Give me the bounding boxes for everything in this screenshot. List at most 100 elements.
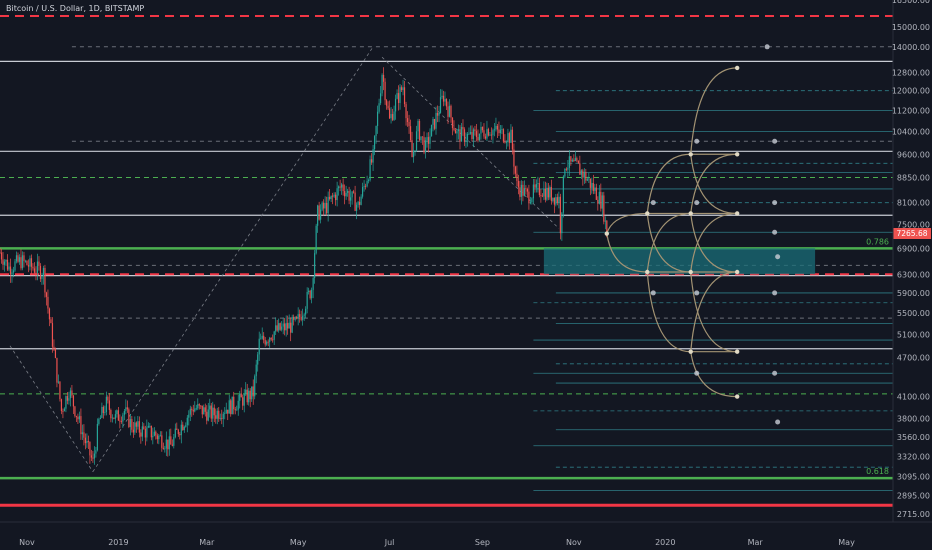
price-axis: 16500.00 15000.00 14000.00 12800.00 12000.00… (892, 0, 930, 522)
candle-body (463, 129, 466, 142)
price-tick-label: 5500.00 (897, 309, 930, 318)
candle-body (191, 408, 193, 411)
candle-body (42, 267, 45, 277)
candle-body (558, 196, 560, 203)
candle-body (122, 414, 124, 422)
candle-body (435, 112, 437, 129)
price-tick-label: 2895.00 (897, 492, 930, 501)
candle-body (364, 185, 367, 187)
candle-body (263, 335, 265, 341)
fib-label: 0.618 (866, 467, 889, 476)
info-marker (694, 200, 700, 206)
candle-body (552, 197, 554, 201)
candle-body (27, 265, 30, 267)
candle-body (153, 431, 155, 436)
candle-body (477, 137, 479, 141)
candle-body (457, 129, 460, 132)
candle-body (164, 448, 166, 450)
candle-body (18, 257, 21, 262)
candle-body (99, 417, 101, 420)
candle-body (363, 185, 365, 187)
candle-body (580, 170, 582, 175)
candle-body (182, 424, 184, 431)
candle-body (391, 114, 394, 120)
candle-body (345, 192, 347, 197)
candle-body (347, 191, 349, 193)
price-tick-label: 4100.00 (897, 393, 930, 402)
candle-body (564, 168, 566, 177)
projection-node (688, 269, 693, 275)
candle-body (472, 129, 475, 140)
candle-body (48, 308, 51, 320)
candle-body (538, 183, 540, 196)
candle-body (498, 129, 500, 134)
candle-body (442, 95, 445, 102)
candle-body (555, 197, 557, 205)
trend-line (92, 46, 374, 472)
candle-body (68, 398, 70, 401)
candle-body (326, 202, 328, 214)
candle-body (180, 424, 182, 436)
candle-body (272, 339, 274, 341)
candle-body (381, 74, 383, 94)
candle-body (189, 408, 191, 415)
candle-body (165, 439, 167, 449)
candle-body (332, 195, 334, 197)
candle-body (237, 400, 239, 410)
candle-body (586, 179, 588, 181)
candle-body (111, 417, 113, 419)
candle-body (275, 325, 277, 332)
candle-body (206, 411, 208, 421)
candle-body (299, 314, 301, 317)
candle-body (104, 411, 106, 413)
candle-body (251, 386, 253, 400)
candle-body (239, 393, 241, 401)
candle-body (3, 261, 6, 265)
candle-body (534, 184, 536, 188)
candle-body (432, 118, 434, 125)
candle-body (402, 87, 404, 91)
candle-body (474, 129, 476, 132)
candle-body (23, 255, 25, 261)
candle-body (273, 331, 275, 340)
candle-body (9, 266, 12, 275)
candle-body (408, 122, 410, 127)
candle-body (308, 290, 310, 292)
candle-body (89, 441, 91, 456)
candle-body (360, 196, 362, 205)
candle-body (51, 323, 54, 347)
info-marker (650, 290, 656, 296)
candle-body (417, 120, 419, 132)
candle-body (60, 399, 63, 412)
candle-body (86, 441, 88, 444)
info-marker (775, 419, 781, 425)
candle-body (158, 435, 160, 440)
candle-body (568, 156, 570, 168)
candle-body (101, 406, 103, 418)
price-tick-label: 15000.00 (892, 23, 930, 32)
candle-body (577, 160, 579, 164)
candle-body (405, 104, 407, 119)
candle-body (384, 81, 386, 101)
projection-arc (646, 153, 691, 214)
candle-body (39, 265, 42, 279)
candle-body (579, 163, 581, 175)
candle-body (366, 181, 368, 187)
candle-body (141, 426, 143, 437)
candle-body (567, 167, 569, 170)
candle-body (309, 290, 311, 299)
candle-body (327, 196, 329, 214)
candle-body (270, 337, 272, 340)
candle-body (415, 131, 418, 151)
candle-body (523, 188, 526, 196)
candle-body (409, 126, 412, 141)
candle-body (390, 114, 392, 119)
candle-body (600, 191, 602, 209)
candle-body (489, 134, 491, 136)
candle-body (146, 427, 148, 438)
candle-body (427, 137, 430, 144)
candle-body (44, 267, 46, 293)
candle-body (406, 118, 409, 123)
candle-body (418, 120, 421, 141)
